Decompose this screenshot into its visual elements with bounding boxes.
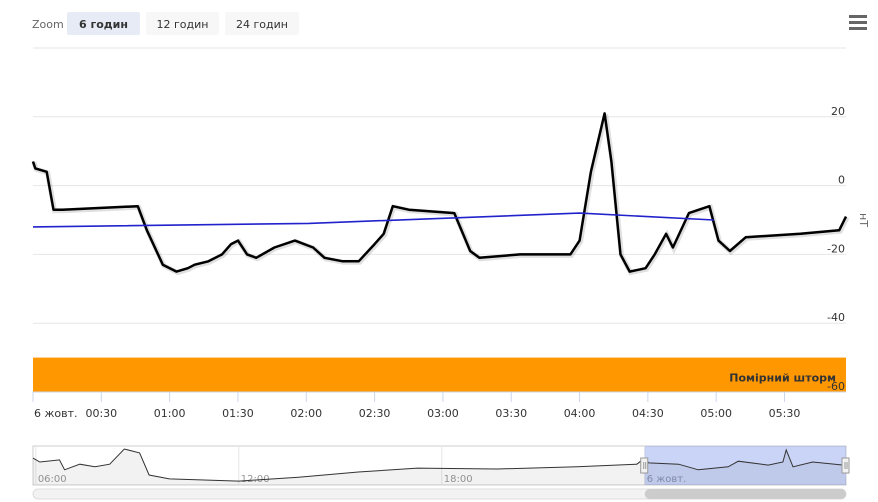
navigator-area — [33, 449, 846, 485]
zoom-button-label: 24 годин — [236, 18, 288, 31]
x-tick-label: 03:30 — [495, 407, 527, 420]
y-tick-label: -20 — [827, 242, 845, 255]
x-tick-label: 04:30 — [632, 407, 664, 420]
navigator-line — [32, 448, 844, 482]
series-line — [32, 212, 714, 228]
menu-button[interactable] — [849, 15, 867, 30]
navigator-selection[interactable] — [644, 446, 846, 485]
zoom-button-bg — [225, 12, 299, 35]
zoom-button[interactable]: 12 годин — [146, 12, 219, 35]
zoom-button[interactable]: 24 годин — [225, 12, 299, 35]
navigator-tick-label: 12:00 — [241, 474, 270, 485]
x-tick-label: 01:30 — [222, 407, 254, 420]
x-tick-label: 05:00 — [700, 407, 732, 420]
y-tick-label: 20 — [831, 105, 845, 118]
plot-band-label: Помірний шторм — [729, 372, 836, 385]
x-tick-label: 02:30 — [359, 407, 391, 420]
x-tick-label: 01:00 — [154, 407, 186, 420]
menu-bar — [849, 15, 867, 18]
x-tick-label: 04:00 — [564, 407, 596, 420]
x-tick-label: 03:00 — [427, 407, 459, 420]
zoom-button-label: 12 годин — [157, 18, 209, 31]
zoom-label: Zoom — [32, 18, 64, 31]
x-tick-label: 00:30 — [85, 407, 117, 420]
y-tick-label: -60 — [827, 380, 845, 393]
scrollbar-thumb[interactable] — [644, 489, 846, 499]
zoom-button-bg — [146, 12, 219, 35]
y-axis-label: нТ — [857, 213, 870, 227]
navigator-tick-label: 06:00 — [38, 474, 67, 485]
y-tick-label: 0 — [838, 174, 845, 187]
y-tick-label: -40 — [827, 311, 845, 324]
x-tick-label: 05:30 — [769, 407, 801, 420]
navigator-tick-label: 18:00 — [444, 474, 473, 485]
x-tick-label: 02:00 — [290, 407, 322, 420]
plot-band — [33, 357, 846, 392]
zoom-button-bg — [67, 12, 140, 35]
zoom-button[interactable]: 6 годин — [67, 12, 140, 35]
menu-bar — [849, 21, 867, 24]
navigator-tick-label: 6 жовт. — [647, 474, 687, 485]
menu-bar — [849, 27, 867, 30]
x-tick-label: 6 жовт. — [34, 407, 78, 420]
zoom-button-label: 6 годин — [79, 18, 128, 31]
